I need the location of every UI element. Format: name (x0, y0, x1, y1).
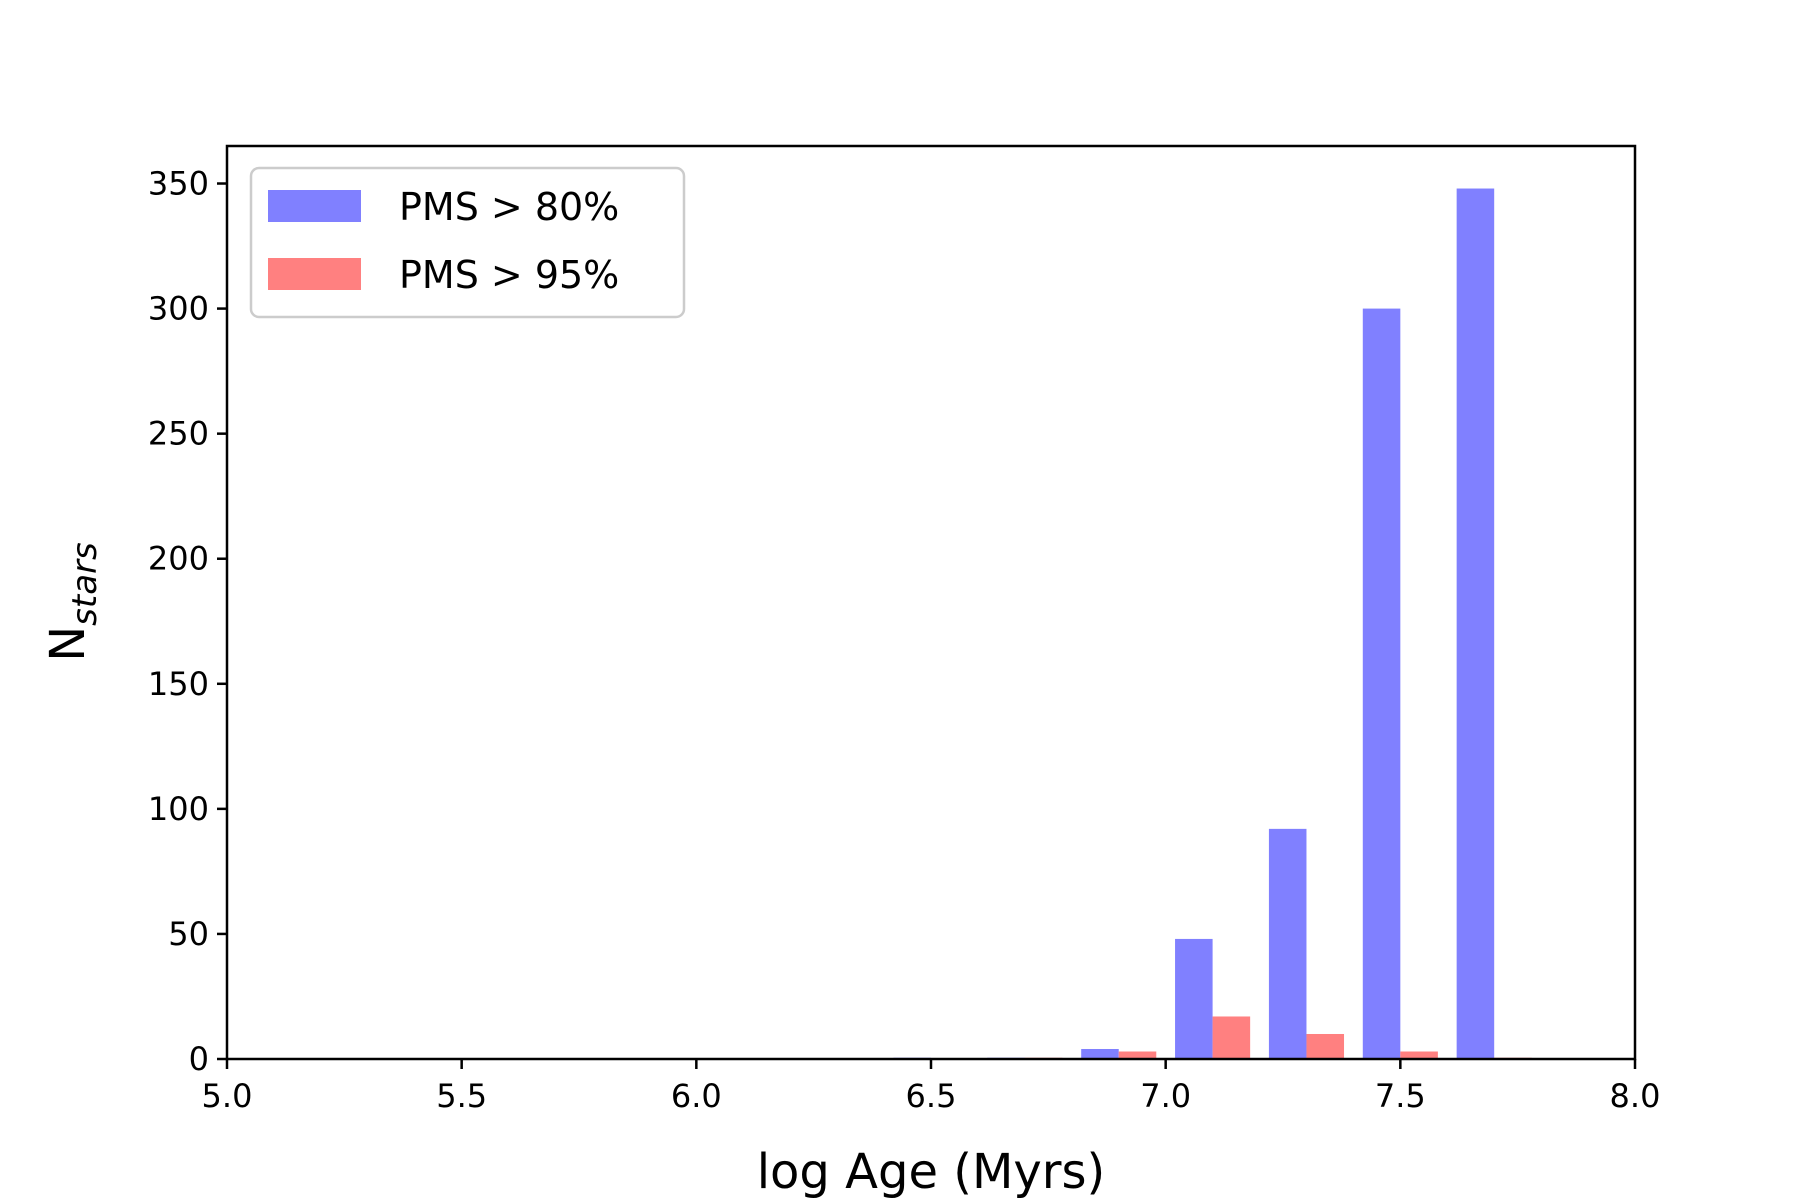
bar-pms-95-13 (1400, 1051, 1438, 1059)
y-axis-ticks: 0 50 100 150 200 250 300 350 (148, 165, 227, 1078)
y-tick-label: 300 (148, 290, 209, 328)
y-tick-label: 150 (148, 665, 209, 703)
bar-pms-80-12 (1268, 828, 1307, 1059)
y-tick-label: 200 (148, 540, 209, 578)
bar-pms-95-10 (1118, 1051, 1157, 1059)
y-tick-label: 50 (168, 915, 209, 953)
bars-layer (893, 188, 1532, 1059)
bar-pms-80-11 (1175, 938, 1213, 1059)
bar-pms-80-14 (1456, 188, 1495, 1059)
x-tick-label: 6.5 (906, 1077, 957, 1115)
legend: PMS > 80% PMS > 95% (249, 166, 686, 319)
x-axis-ticks: 5.0 5.5 6.0 6.5 7.0 7.5 8.0 (202, 1059, 1661, 1115)
legend-swatch-pms-95 (268, 258, 361, 290)
bar-pms-80-13 (1362, 308, 1401, 1059)
y-axis-title: Nstars (40, 542, 105, 661)
x-tick-label: 5.5 (436, 1077, 487, 1115)
x-tick-label: 5.0 (202, 1077, 253, 1115)
legend-label-pms-80: PMS > 80% (399, 185, 619, 229)
y-tick-label: 350 (148, 165, 209, 203)
x-axis-title: log Age (Myrs) (757, 1144, 1106, 1200)
bar-pms-80-10 (1081, 1048, 1119, 1059)
y-axis-title-main: N (40, 626, 96, 662)
y-tick-label: 100 (148, 790, 209, 828)
y-tick-label: 250 (148, 415, 209, 453)
x-tick-label: 7.5 (1375, 1077, 1426, 1115)
bar-pms-95-12 (1306, 1033, 1345, 1059)
x-tick-label: 6.0 (671, 1077, 722, 1115)
y-axis-title-subscript: stars (65, 542, 105, 626)
x-tick-label: 7.0 (1140, 1077, 1191, 1115)
bar-pms-95-11 (1212, 1016, 1251, 1059)
legend-label-pms-95: PMS > 95% (399, 253, 619, 297)
y-tick-label: 0 (189, 1040, 209, 1078)
x-tick-label: 8.0 (1610, 1077, 1661, 1115)
legend-swatch-pms-80 (268, 190, 361, 222)
